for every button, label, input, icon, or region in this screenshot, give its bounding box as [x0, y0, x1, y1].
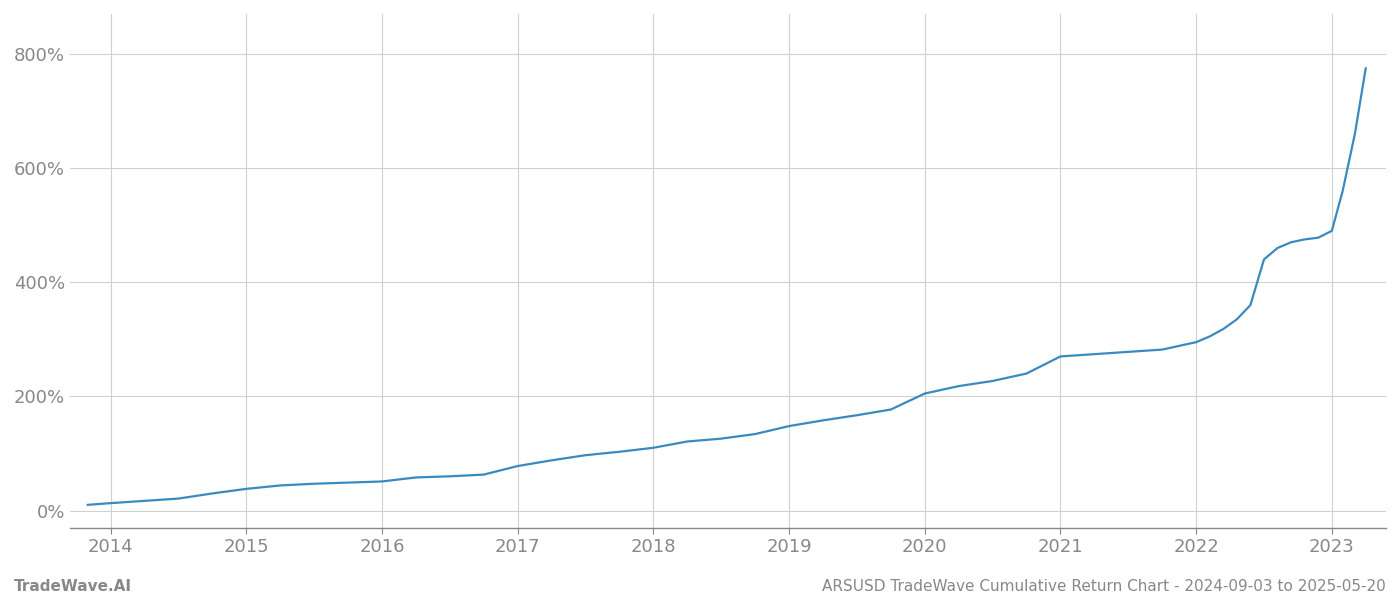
Text: TradeWave.AI: TradeWave.AI — [14, 579, 132, 594]
Text: ARSUSD TradeWave Cumulative Return Chart - 2024-09-03 to 2025-05-20: ARSUSD TradeWave Cumulative Return Chart… — [822, 579, 1386, 594]
